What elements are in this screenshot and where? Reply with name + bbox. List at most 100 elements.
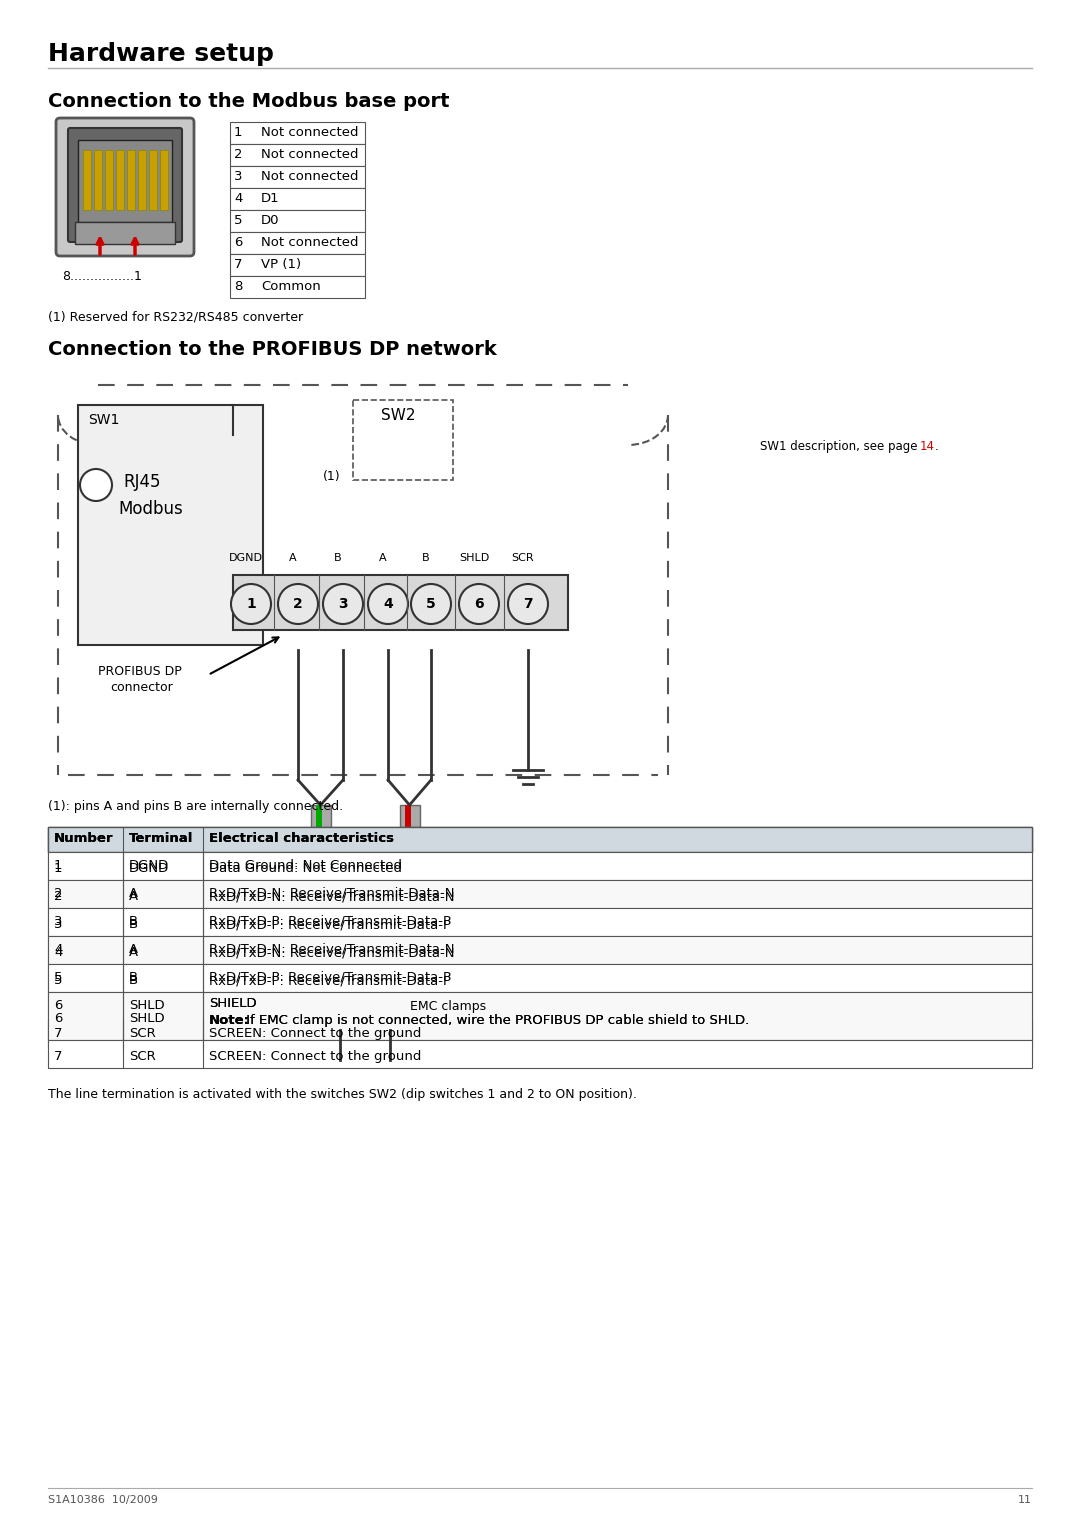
Text: B: B [129, 970, 138, 984]
Text: 7: 7 [523, 597, 532, 611]
Bar [94, 150, 102, 209]
Text: .: . [935, 440, 939, 452]
Bar [315, 805, 322, 845]
Bar [149, 150, 157, 209]
Text: 6: 6 [234, 235, 242, 249]
Bar [48, 964, 1032, 992]
Text: 1: 1 [246, 597, 256, 611]
Text: Terminal: Terminal [129, 833, 193, 845]
Text: Not connected: Not connected [261, 125, 359, 139]
Text: SHIELD: SHIELD [210, 996, 257, 1010]
Text: 4: 4 [54, 946, 63, 960]
Bar [160, 150, 167, 209]
Text: The line termination is activated with the switches SW2 (dip switches 1 and 2 to: The line termination is activated with t… [48, 1088, 637, 1102]
Text: (1) Reserved for RS232/RS485 converter: (1) Reserved for RS232/RS485 converter [48, 310, 303, 322]
Text: 2: 2 [234, 148, 243, 160]
Text: 3: 3 [234, 170, 243, 183]
Bar [48, 908, 1032, 937]
Bar [48, 827, 1032, 1106]
Text: 4: 4 [383, 597, 393, 611]
Text: Common: Common [261, 280, 321, 293]
Bar [230, 122, 365, 144]
Text: 8: 8 [234, 280, 242, 293]
Text: (1): pins A and pins B are internally connected.: (1): pins A and pins B are internally co… [48, 801, 343, 813]
Text: B: B [129, 973, 138, 987]
Text: EMC clamps: EMC clamps [410, 999, 486, 1013]
Text: 2: 2 [54, 889, 63, 903]
Bar [328, 1015, 352, 1030]
Bar [400, 805, 419, 845]
Bar [82, 150, 91, 209]
Bar [48, 937, 1032, 964]
Text: 14: 14 [920, 440, 935, 452]
Text: 2: 2 [54, 886, 63, 900]
Text: 3: 3 [338, 597, 348, 611]
Circle shape [459, 584, 499, 623]
Text: SCR: SCR [129, 1027, 156, 1041]
Text: 4: 4 [234, 193, 242, 205]
Bar [137, 150, 146, 209]
Bar [48, 992, 1032, 1041]
Bar [48, 1041, 1032, 1068]
Circle shape [323, 584, 363, 623]
Text: A: A [379, 553, 387, 562]
Text: Not connected: Not connected [261, 170, 359, 183]
Text: Note:: Note: [210, 1015, 249, 1027]
FancyBboxPatch shape [68, 128, 183, 241]
Bar [48, 880, 1032, 908]
Text: Not connected: Not connected [261, 148, 359, 160]
Text: RxD/TxD-N: Receive/Transmit-Data-N: RxD/TxD-N: Receive/Transmit-Data-N [210, 946, 455, 960]
Text: If EMC clamp is not connected, wire the PROFIBUS DP cable shield to SHLD.: If EMC clamp is not connected, wire the … [242, 1015, 750, 1027]
Text: SHLD: SHLD [129, 999, 164, 1012]
Text: B: B [129, 918, 138, 931]
Text: S1A10386  10/2009: S1A10386 10/2009 [48, 1494, 158, 1505]
Bar [48, 992, 1032, 1041]
Text: RxD/TxD-N: Receive/Transmit-Data-N: RxD/TxD-N: Receive/Transmit-Data-N [210, 943, 455, 957]
Text: 7: 7 [54, 1027, 63, 1041]
Bar [306, 845, 336, 880]
Text: 1: 1 [234, 125, 243, 139]
Bar [378, 970, 402, 990]
Text: 1: 1 [54, 862, 63, 876]
Text: RxD/TxD-P: Receive/Transmit-Data-P: RxD/TxD-P: Receive/Transmit-Data-P [210, 915, 451, 927]
Text: Data Ground: Not Connected: Data Ground: Not Connected [210, 859, 402, 872]
Bar [105, 150, 112, 209]
Text: 3: 3 [54, 915, 63, 927]
Text: Hardware setup: Hardware setup [48, 41, 274, 66]
Text: B: B [129, 915, 138, 927]
FancyBboxPatch shape [305, 874, 337, 885]
Text: Note:: Note: [210, 1015, 249, 1027]
Bar [380, 990, 400, 1015]
Text: 5: 5 [427, 597, 436, 611]
FancyBboxPatch shape [393, 874, 426, 885]
Text: SW1: SW1 [87, 413, 120, 426]
Text: SW1 description, see page: SW1 description, see page [760, 440, 921, 452]
Bar [230, 144, 365, 167]
Text: SCR: SCR [129, 1050, 156, 1063]
Text: RxD/TxD-P: Receive/Transmit-Data-P: RxD/TxD-P: Receive/Transmit-Data-P [210, 918, 451, 931]
Text: 7: 7 [54, 1050, 63, 1063]
Bar [405, 805, 410, 845]
Text: Data Ground: Not Connected: Data Ground: Not Connected [210, 862, 402, 876]
Text: Modbus: Modbus [118, 500, 183, 518]
Text: 3: 3 [54, 918, 63, 931]
Text: 11: 11 [1018, 1494, 1032, 1505]
Bar [230, 232, 365, 254]
Text: RxD/TxD-P: Receive/Transmit-Data-P: RxD/TxD-P: Receive/Transmit-Data-P [210, 970, 451, 984]
Text: RxD/TxD-P: Receive/Transmit-Data-P: RxD/TxD-P: Receive/Transmit-Data-P [210, 973, 451, 987]
Bar [230, 167, 365, 188]
Text: connector: connector [110, 681, 173, 694]
Text: D1: D1 [261, 193, 280, 205]
Text: 5: 5 [234, 214, 243, 228]
Text: DGND: DGND [129, 862, 170, 876]
Bar [328, 970, 352, 990]
Bar [48, 908, 1032, 937]
Bar [330, 990, 350, 1015]
Circle shape [80, 469, 112, 501]
Text: 2: 2 [293, 597, 302, 611]
Bar [48, 853, 1032, 880]
Text: Electrical characteristics: Electrical characteristics [210, 833, 394, 845]
Bar [311, 805, 330, 845]
Bar [378, 1015, 402, 1030]
Text: 7: 7 [234, 258, 243, 270]
